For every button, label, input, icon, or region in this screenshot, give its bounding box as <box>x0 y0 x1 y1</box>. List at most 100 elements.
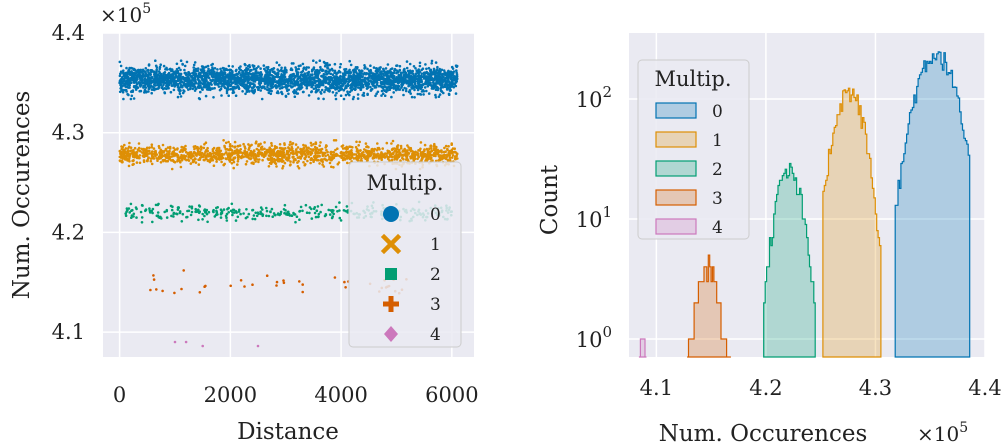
scatter-point-multip-1 <box>164 147 168 151</box>
scatter-point-multip-1 <box>390 158 394 162</box>
scatter-point-multip-1 <box>224 141 228 145</box>
scatter-point-multip-1 <box>399 144 403 148</box>
scatter-point-multip-2 <box>197 204 201 207</box>
scatter-point-multip-1 <box>183 148 187 151</box>
scatter-point-multip-1 <box>172 146 175 150</box>
scatter-point-multip-2 <box>312 207 316 210</box>
scatter-point-multip-1 <box>260 154 264 157</box>
scatter-point-multip-2 <box>298 210 301 213</box>
scatter-point-multip-1 <box>233 156 237 159</box>
scatter-point-multip-1 <box>416 152 420 156</box>
scatter-point-multip-0 <box>318 59 322 62</box>
scatter-point-multip-2 <box>231 208 235 212</box>
scatter-point-multip-0 <box>402 81 406 85</box>
scatter-point-multip-0 <box>427 66 431 70</box>
scatter-point-multip-1 <box>332 153 335 157</box>
scatter-point-multip-1 <box>380 158 384 161</box>
scatter-point-multip-1 <box>352 153 356 156</box>
scatter-point-multip-1 <box>138 154 142 157</box>
scatter-point-multip-3 <box>204 284 207 288</box>
scatter-point-multip-0 <box>255 67 258 70</box>
scatter-point-multip-1 <box>260 145 264 149</box>
scatter-point-multip-0 <box>413 82 417 85</box>
scatter-point-multip-0 <box>391 71 394 75</box>
scatter-y-multiplier-exp: 5 <box>142 1 151 17</box>
scatter-point-multip-0 <box>229 83 233 86</box>
scatter-point-multip-1 <box>274 162 278 165</box>
scatter-point-multip-2 <box>239 212 242 216</box>
scatter-point-multip-1 <box>454 151 458 154</box>
scatter-point-multip-1 <box>341 152 344 155</box>
scatter-point-multip-0 <box>327 78 330 81</box>
scatter-point-multip-0 <box>443 83 447 86</box>
histogram-legend-label: 3 <box>712 189 723 209</box>
histogram-x-multiplier-base: ×10 <box>917 422 959 446</box>
scatter-point-multip-1 <box>357 156 361 160</box>
scatter-point-multip-0 <box>194 72 198 75</box>
scatter-point-multip-0 <box>442 69 446 72</box>
scatter-x-tick-label: 2000 <box>204 383 257 407</box>
scatter-point-multip-1 <box>352 157 356 160</box>
scatter-point-multip-0 <box>317 78 321 81</box>
scatter-point-multip-0 <box>420 68 424 72</box>
scatter-point-multip-0 <box>162 83 165 87</box>
scatter-point-multip-0 <box>236 84 239 87</box>
scatter-point-multip-1 <box>304 154 308 157</box>
scatter-point-multip-0 <box>182 81 186 85</box>
scatter-point-multip-1 <box>230 152 234 155</box>
scatter-point-multip-1 <box>403 150 407 153</box>
scatter-point-multip-0 <box>163 71 167 74</box>
scatter-point-multip-2 <box>165 216 169 219</box>
scatter-point-multip-1 <box>320 147 324 151</box>
scatter-point-multip-1 <box>285 149 289 153</box>
scatter-point-multip-1 <box>399 159 402 162</box>
scatter-point-multip-1 <box>228 148 231 152</box>
scatter-point-multip-0 <box>286 81 290 85</box>
scatter-point-multip-0 <box>374 94 377 98</box>
scatter-point-multip-0 <box>211 62 214 66</box>
scatter-point-multip-1 <box>212 152 215 155</box>
scatter-point-multip-0 <box>224 78 227 81</box>
scatter-point-multip-1 <box>217 156 221 160</box>
scatter-point-multip-0 <box>394 88 398 92</box>
scatter-point-multip-1 <box>324 154 327 158</box>
scatter-point-multip-1 <box>150 143 154 146</box>
scatter-point-multip-1 <box>217 151 220 154</box>
scatter-point-multip-0 <box>258 83 262 87</box>
scatter-point-multip-0 <box>260 79 264 82</box>
scatter-point-multip-0 <box>299 64 302 67</box>
scatter-point-multip-1 <box>197 163 201 166</box>
scatter-point-multip-1 <box>151 155 155 158</box>
scatter-point-multip-1 <box>233 151 236 154</box>
scatter-point-multip-0 <box>404 74 408 78</box>
scatter-point-multip-1 <box>137 142 141 145</box>
scatter-point-multip-2 <box>190 205 194 208</box>
scatter-point-multip-2 <box>188 205 191 208</box>
scatter-point-multip-0 <box>183 90 186 93</box>
scatter-point-multip-1 <box>312 155 316 158</box>
scatter-point-multip-1 <box>259 151 262 155</box>
scatter-point-multip-0 <box>430 84 433 87</box>
scatter-point-multip-0 <box>395 79 398 82</box>
scatter-point-multip-0 <box>454 92 458 95</box>
scatter-point-multip-0 <box>417 81 420 85</box>
scatter-point-multip-0 <box>315 75 319 78</box>
scatter-point-multip-2 <box>231 213 234 217</box>
scatter-point-multip-1 <box>294 148 298 152</box>
scatter-point-multip-1 <box>336 162 340 166</box>
scatter-point-multip-0 <box>440 80 444 83</box>
histogram-x-tick-labels: 4.1 4.2 4.3 4.4 <box>640 376 1002 400</box>
scatter-point-multip-2 <box>128 211 131 214</box>
scatter-point-multip-0 <box>234 80 237 84</box>
scatter-point-multip-0 <box>360 80 363 84</box>
scatter-point-multip-1 <box>451 154 455 157</box>
scatter-point-multip-1 <box>281 154 284 157</box>
scatter-point-multip-0 <box>214 81 217 84</box>
scatter-point-multip-1 <box>300 153 304 157</box>
scatter-point-multip-1 <box>399 153 403 156</box>
scatter-point-multip-1 <box>340 145 344 148</box>
scatter-point-multip-2 <box>310 217 314 220</box>
scatter-point-multip-2 <box>299 205 303 209</box>
scatter-point-multip-1 <box>378 156 381 160</box>
scatter-point-multip-0 <box>278 63 281 67</box>
